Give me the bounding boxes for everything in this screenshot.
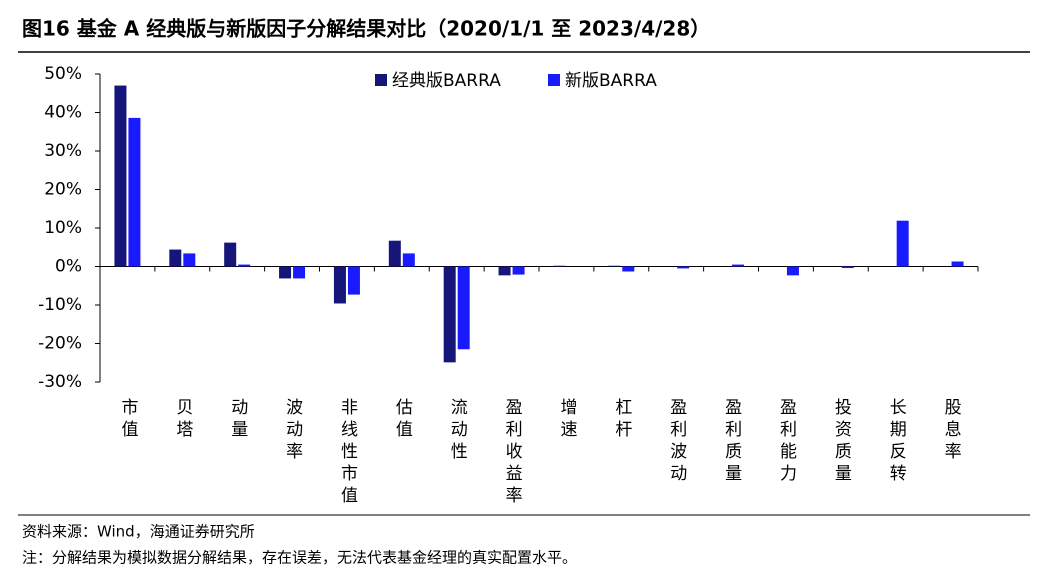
x-tick-label: 盈利波动 (666, 398, 687, 486)
bar (732, 264, 745, 267)
bar (279, 266, 292, 279)
bar (114, 85, 127, 267)
bar (224, 242, 237, 267)
x-tick-label: 波动率 (282, 398, 303, 464)
legend-swatch (548, 74, 560, 86)
legend-label: 新版BARRA (565, 71, 657, 91)
legend-label: 经典版BARRA (392, 71, 501, 91)
y-tick-label: -30% (38, 372, 82, 392)
bar (169, 249, 182, 267)
y-tick-label: 30% (44, 141, 82, 161)
bar (388, 240, 401, 267)
x-tick-label: 股息率 (941, 398, 962, 464)
bar (841, 266, 854, 269)
x-tick-label: 投资质量 (831, 398, 852, 486)
legend-swatch (375, 74, 387, 86)
bar (622, 266, 635, 272)
bar (333, 266, 346, 304)
bar (512, 266, 525, 275)
bar (786, 266, 799, 276)
source-note: 资料来源：Wind，海通证券研究所 (22, 523, 255, 541)
bar (128, 117, 141, 267)
bar (238, 264, 251, 267)
x-tick-label: 增速 (556, 398, 577, 442)
x-tick-label: 杠杆 (611, 398, 632, 442)
y-tick-label: 40% (44, 103, 82, 123)
bar (498, 266, 511, 276)
y-tick-label: 20% (44, 180, 82, 200)
x-tick-label: 动量 (227, 398, 248, 442)
bar (183, 253, 196, 267)
bar (608, 265, 621, 267)
x-tick-label: 盈利质量 (721, 398, 742, 486)
bar (896, 220, 909, 267)
bar (677, 266, 690, 269)
y-tick-label: -20% (38, 334, 82, 354)
bar (553, 265, 566, 267)
x-tick-label: 非线性市值 (337, 398, 358, 508)
bar (347, 266, 360, 295)
bar (457, 266, 470, 350)
x-tick-label: 市值 (117, 398, 138, 442)
y-tick-label: 50% (44, 64, 82, 84)
footnote: 注：分解结果为模拟数据分解结果，存在误差，无法代表基金经理的真实配置水平。 (22, 549, 577, 567)
y-tick-label: 10% (44, 218, 82, 238)
x-tick-label: 盈利收益率 (502, 398, 523, 508)
bar (443, 266, 456, 363)
y-tick-label: -10% (38, 295, 82, 315)
x-tick-label: 盈利能力 (776, 398, 797, 486)
bar (951, 261, 964, 267)
x-tick-label: 贝塔 (172, 398, 193, 442)
chart-title: 图16 基金 A 经典版与新版因子分解结果对比（2020/1/1 至 2023/… (22, 17, 710, 41)
x-tick-label: 长期反转 (886, 398, 907, 486)
y-tick-label: 0% (55, 257, 82, 277)
x-tick-label: 流动性 (447, 398, 468, 464)
bar (293, 266, 306, 279)
x-tick-label: 估值 (392, 398, 413, 442)
bar (402, 253, 415, 267)
